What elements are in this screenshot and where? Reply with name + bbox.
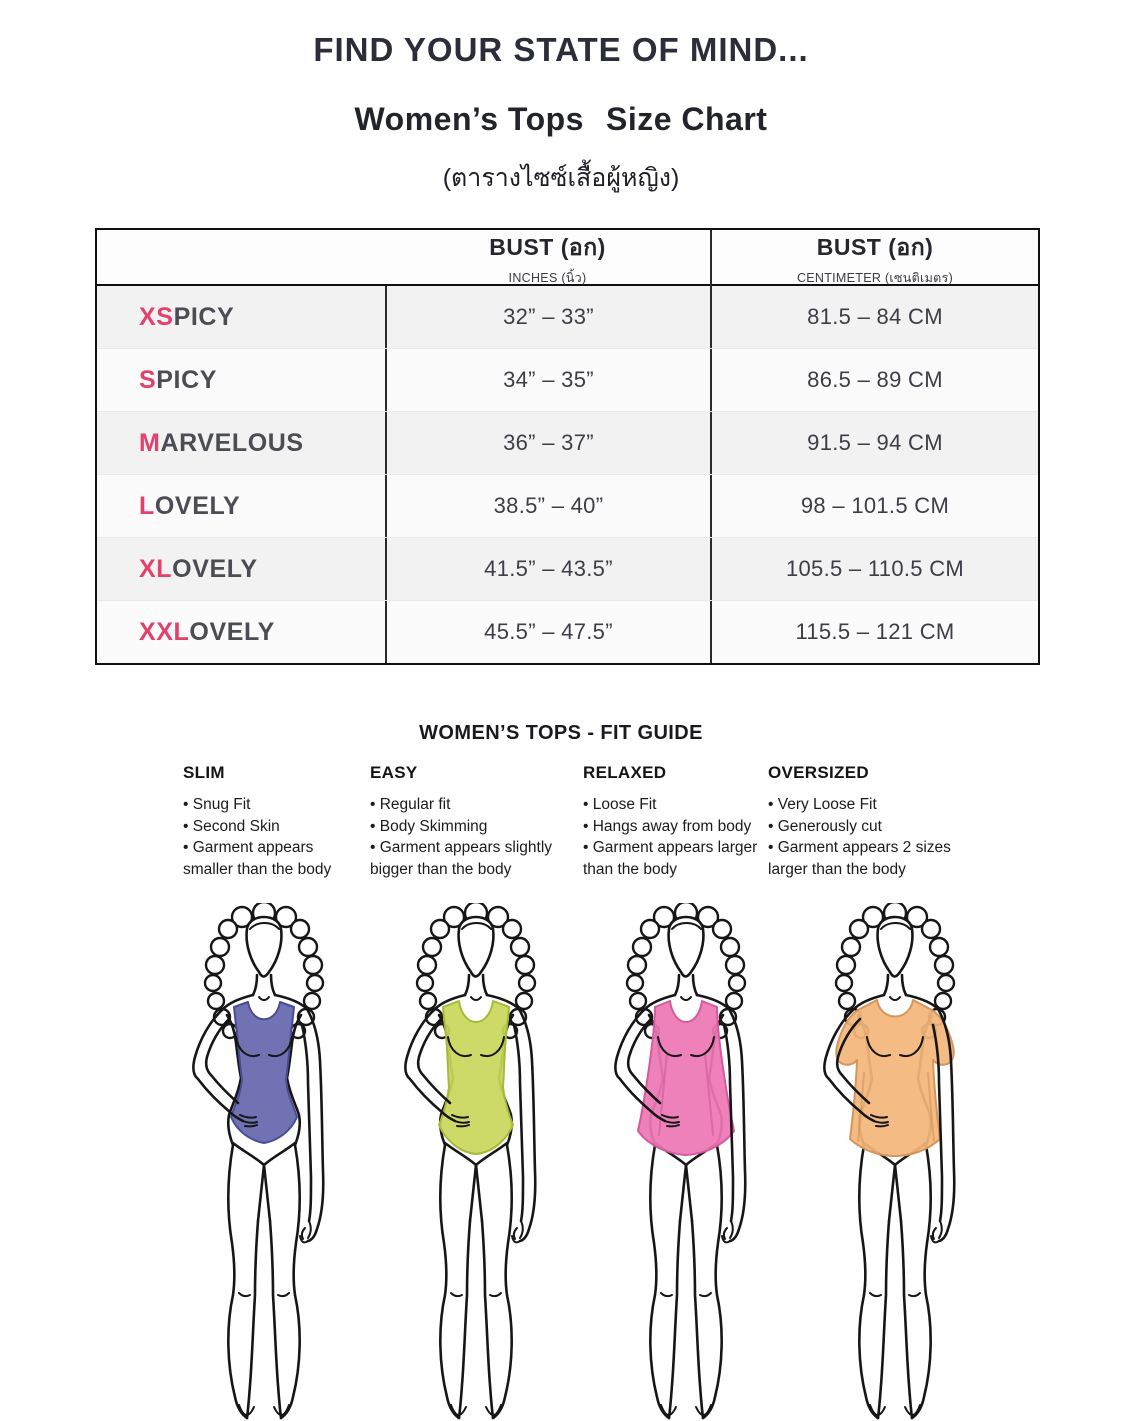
fit-point: Regular fit [370, 794, 570, 816]
fit-point: Very Loose Fit [768, 794, 964, 816]
fit-name: SLIM [183, 763, 225, 782]
inches-value: 34” – 35” [385, 349, 710, 411]
fit-figure-relaxed [614, 903, 747, 1420]
subtitle-left: Women’s Tops [354, 101, 584, 137]
inches-value: 45.5” – 47.5” [385, 601, 710, 663]
fit-point: Garment appears smaller than the body [183, 837, 355, 880]
size-prefix: XXL [139, 617, 190, 646]
inches-value: 32” – 33” [385, 286, 710, 348]
header-cell-empty [97, 230, 385, 288]
slim-top [230, 1001, 298, 1144]
inches-value: 41.5” – 43.5” [385, 538, 710, 600]
size-rest: ARVELOUS [160, 428, 304, 457]
fit-name: EASY [370, 763, 418, 782]
table-row: L OVELY 38.5” – 40” 98 – 101.5 CM [97, 474, 1038, 537]
bust-cm-label: BUST (อก) [816, 234, 934, 260]
inches-sublabel: INCHES (นิ้ว) [508, 271, 587, 285]
page-title: FIND YOUR STATE OF MIND... [313, 31, 809, 68]
table-row: S PICY 34” – 35” 86.5 – 89 CM [97, 348, 1038, 411]
inches-value: 38.5” – 40” [385, 475, 710, 537]
fit-guide-heading: WOMEN’S TOPS - FIT GUIDE [419, 722, 703, 744]
size-name: S PICY [97, 349, 385, 411]
cm-value: 81.5 – 84 CM [710, 286, 1038, 348]
fit-point: Garment appears 2 sizes larger than the … [768, 837, 964, 880]
table-row: M ARVELOUS 36” – 37” 91.5 – 94 CM [97, 411, 1038, 474]
size-chart-table: BUST (อก) INCHES (นิ้ว) BUST (อก) CENTIM… [95, 228, 1040, 665]
oversized-top [835, 999, 955, 1157]
inches-value: 36” – 37” [385, 412, 710, 474]
subtitle-right: Size Chart [605, 101, 768, 137]
fit-point: Hangs away from body [583, 816, 765, 838]
cm-value: 86.5 – 89 CM [710, 349, 1038, 411]
size-rest: OVELY [172, 554, 258, 583]
table-row: XL OVELY 41.5” – 43.5” 105.5 – 110.5 CM [97, 537, 1038, 600]
table-header-row: BUST (อก) INCHES (นิ้ว) BUST (อก) CENTIM… [97, 230, 1038, 288]
size-name: M ARVELOUS [97, 412, 385, 474]
fit-column-easy: EASY Regular fit Body Skimming Garment a… [370, 763, 570, 881]
size-prefix: L [139, 491, 155, 520]
table-row: XS PICY 32” – 33” 81.5 – 84 CM [97, 286, 1038, 348]
page-subtitle: Women’s Tops Size Chart [0, 101, 1122, 138]
fit-point: Generously cut [768, 816, 964, 838]
size-name: XL OVELY [97, 538, 385, 600]
size-prefix: XL [139, 554, 173, 583]
easy-top [438, 1000, 514, 1155]
cm-value: 115.5 – 121 CM [710, 601, 1038, 663]
fit-point: Snug Fit [183, 794, 355, 816]
cm-value: 98 – 101.5 CM [710, 475, 1038, 537]
header-cell-inches: BUST (อก) INCHES (นิ้ว) [385, 230, 710, 288]
fit-figure-easy [404, 903, 537, 1420]
size-name: L OVELY [97, 475, 385, 537]
fit-name: RELAXED [583, 763, 667, 782]
size-prefix: S [139, 365, 157, 394]
header-cell-cm: BUST (อก) CENTIMETER (เซนติเมตร) [710, 230, 1038, 288]
cm-value: 91.5 – 94 CM [710, 412, 1038, 474]
size-name: XXL OVELY [97, 601, 385, 663]
size-rest: PICY [156, 365, 218, 394]
size-rest: OVELY [154, 491, 241, 520]
fit-column-slim: SLIM Snug Fit Second Skin Garment appear… [183, 763, 355, 881]
fit-column-oversized: OVERSIZED Very Loose Fit Generously cut … [768, 763, 964, 881]
fit-point: Garment appears slightly bigger than the… [370, 837, 570, 880]
size-prefix: XS [139, 302, 174, 331]
subtitle-thai: (ตารางไซซ์เสื้อผู้หญิง) [442, 164, 680, 192]
fit-figure-slim [192, 903, 325, 1420]
fit-point: Loose Fit [583, 794, 765, 816]
size-rest: PICY [173, 302, 235, 331]
fit-column-relaxed: RELAXED Loose Fit Hangs away from body G… [583, 763, 765, 881]
bust-inches-label: BUST (อก) [489, 234, 606, 260]
size-prefix: M [139, 428, 161, 457]
fit-figure-oversized [823, 903, 956, 1420]
fit-point: Second Skin [183, 816, 355, 838]
fit-name: OVERSIZED [768, 763, 869, 782]
relaxed-top [637, 1000, 735, 1156]
cm-sublabel: CENTIMETER (เซนติเมตร) [796, 271, 954, 285]
table-row: XXL OVELY 45.5” – 47.5” 115.5 – 121 CM [97, 600, 1038, 663]
fit-point: Garment appears larger than the body [583, 837, 765, 880]
cm-value: 105.5 – 110.5 CM [710, 538, 1038, 600]
size-rest: OVELY [189, 617, 275, 646]
size-name: XS PICY [97, 286, 385, 348]
fit-point: Body Skimming [370, 816, 570, 838]
